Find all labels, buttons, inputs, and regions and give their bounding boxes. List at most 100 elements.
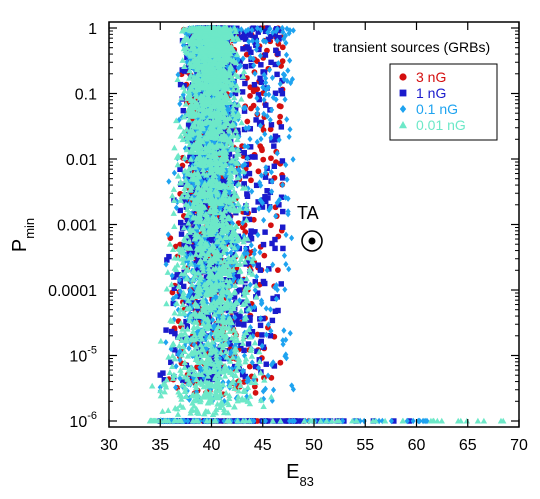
data-point bbox=[227, 275, 234, 282]
data-point bbox=[159, 408, 166, 414]
data-point bbox=[257, 369, 264, 376]
data-point bbox=[200, 175, 206, 182]
data-point bbox=[196, 267, 202, 274]
data-point bbox=[220, 281, 227, 288]
data-point bbox=[243, 205, 250, 211]
data-point bbox=[168, 328, 175, 335]
data-point bbox=[280, 337, 286, 344]
data-point bbox=[276, 119, 283, 126]
data-point bbox=[219, 381, 227, 388]
data-point bbox=[173, 300, 180, 306]
data-point bbox=[277, 103, 284, 110]
data-point bbox=[223, 175, 230, 181]
data-point bbox=[283, 351, 289, 358]
data-point bbox=[258, 182, 264, 189]
data-point bbox=[211, 187, 217, 194]
data-point bbox=[196, 127, 203, 134]
data-point bbox=[254, 138, 260, 146]
data-point bbox=[264, 47, 270, 54]
data-point bbox=[210, 324, 216, 331]
data-point bbox=[223, 238, 230, 246]
data-point bbox=[184, 58, 190, 66]
data-point bbox=[272, 137, 278, 143]
data-point bbox=[261, 376, 268, 383]
data-point bbox=[217, 203, 223, 211]
data-point bbox=[261, 252, 268, 259]
data-point bbox=[267, 332, 274, 339]
data-point bbox=[192, 251, 200, 257]
data-point bbox=[177, 347, 183, 355]
data-point bbox=[278, 87, 284, 94]
data-point bbox=[183, 146, 191, 153]
data-point bbox=[172, 243, 179, 250]
data-point bbox=[163, 285, 171, 292]
data-point bbox=[269, 74, 276, 81]
data-point bbox=[275, 267, 281, 273]
data-point bbox=[170, 197, 178, 203]
data-point bbox=[194, 183, 202, 189]
data-point bbox=[249, 37, 256, 45]
data-point bbox=[251, 81, 258, 88]
data-point bbox=[177, 279, 183, 286]
data-point bbox=[262, 280, 268, 287]
data-point bbox=[166, 369, 174, 376]
data-point bbox=[169, 246, 177, 252]
data-point bbox=[224, 120, 232, 127]
data-point bbox=[242, 245, 249, 252]
data-point bbox=[256, 358, 263, 365]
data-point bbox=[165, 353, 172, 360]
data-point bbox=[216, 346, 222, 352]
data-point bbox=[279, 158, 286, 164]
data-point bbox=[251, 35, 257, 41]
data-point bbox=[232, 131, 238, 138]
data-point bbox=[194, 392, 202, 398]
data-point bbox=[232, 314, 238, 321]
data-point bbox=[242, 63, 249, 70]
data-point bbox=[244, 254, 252, 261]
data-point bbox=[238, 26, 244, 33]
data-point bbox=[184, 173, 191, 180]
data-point bbox=[204, 372, 212, 379]
data-point bbox=[238, 95, 245, 102]
data-point bbox=[175, 71, 181, 78]
data-point bbox=[256, 348, 263, 355]
data-point bbox=[267, 306, 274, 313]
data-point bbox=[224, 213, 232, 220]
data-point bbox=[250, 55, 256, 63]
data-point bbox=[244, 191, 250, 197]
data-point bbox=[216, 404, 224, 411]
data-point bbox=[254, 290, 261, 296]
data-point bbox=[241, 32, 248, 38]
data-point bbox=[269, 188, 275, 195]
data-point bbox=[229, 237, 236, 244]
data-point bbox=[270, 295, 276, 302]
data-point bbox=[182, 145, 188, 152]
data-point bbox=[273, 47, 279, 54]
data-point bbox=[264, 113, 270, 120]
data-point bbox=[272, 284, 278, 291]
data-point bbox=[217, 147, 223, 153]
data-point bbox=[250, 216, 257, 223]
data-point bbox=[181, 373, 188, 380]
data-point bbox=[270, 261, 276, 268]
data-point bbox=[245, 305, 253, 312]
data-point bbox=[243, 124, 249, 132]
data-point bbox=[268, 168, 274, 176]
data-point bbox=[254, 95, 260, 102]
data-point bbox=[243, 275, 250, 282]
data-point bbox=[183, 362, 190, 369]
data-point bbox=[229, 168, 235, 175]
data-point bbox=[283, 51, 290, 59]
data-point bbox=[241, 322, 247, 328]
data-point bbox=[265, 195, 271, 201]
data-point bbox=[239, 371, 246, 378]
data-point bbox=[242, 104, 248, 111]
data-point bbox=[200, 249, 207, 256]
data-point bbox=[231, 64, 237, 70]
data-point bbox=[210, 316, 216, 324]
data-point bbox=[270, 386, 277, 394]
data-point bbox=[240, 46, 246, 52]
data-point bbox=[262, 174, 269, 180]
data-point bbox=[257, 322, 264, 329]
data-point bbox=[272, 418, 278, 424]
